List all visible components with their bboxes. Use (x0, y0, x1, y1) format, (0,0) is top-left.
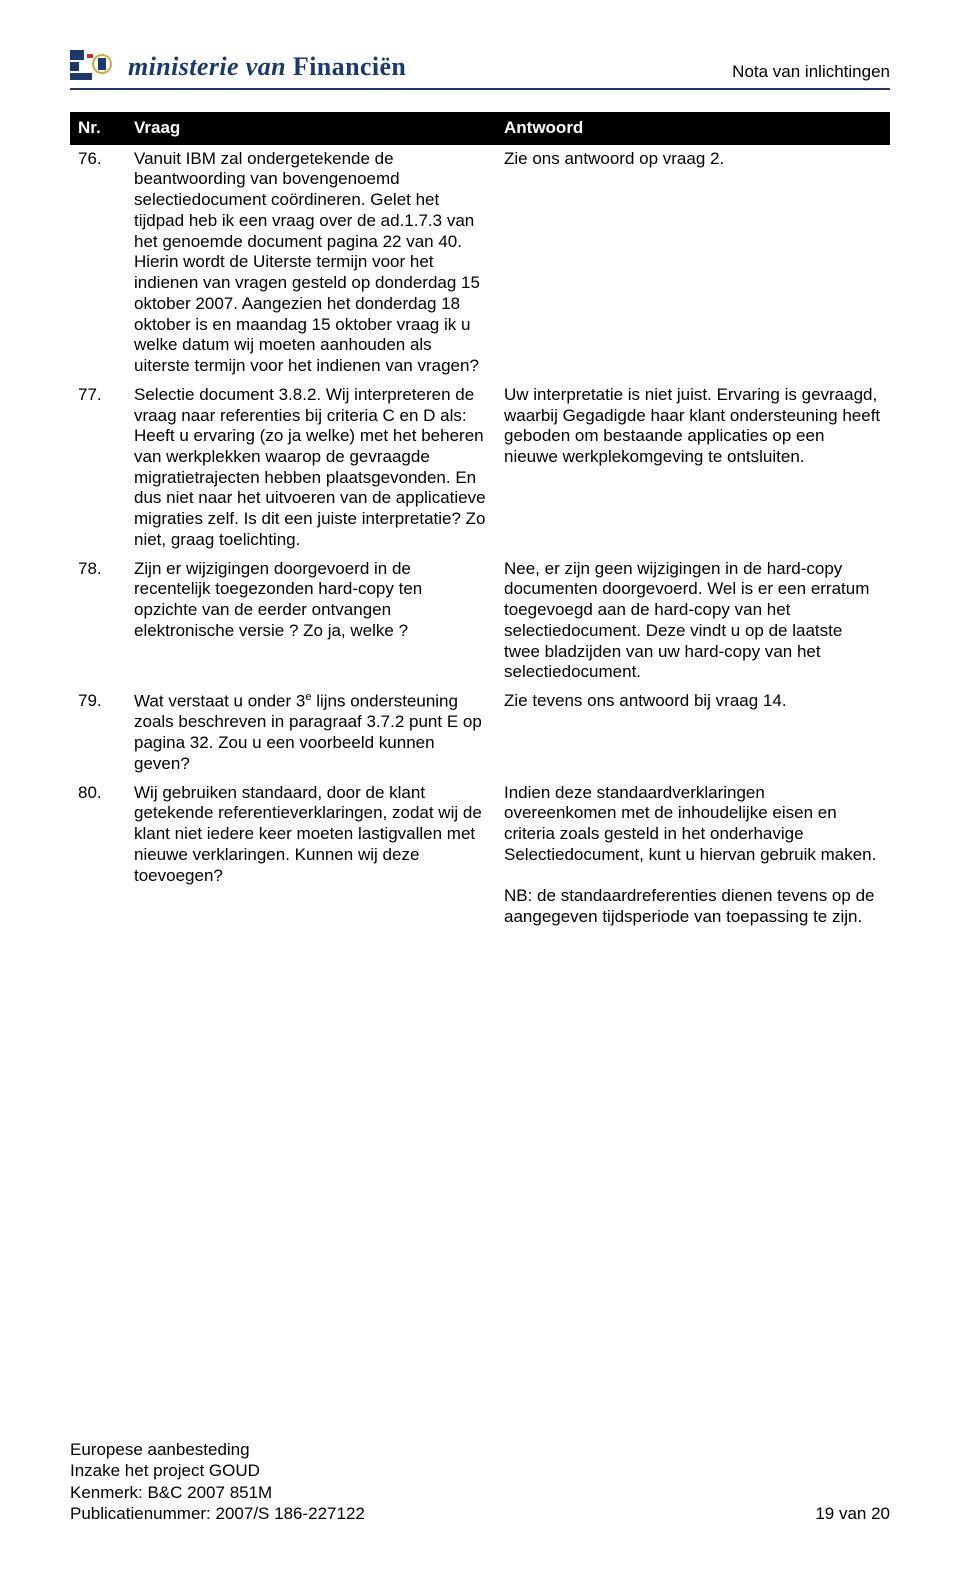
ministry-name: ministerie van Financiën (128, 52, 406, 82)
cell-antwoord: Nee, er zijn geen wijzigingen in de hard… (496, 555, 890, 687)
footer-left: Europese aanbesteding Inzake het project… (70, 1439, 365, 1524)
col-antwoord: Antwoord (496, 112, 890, 145)
cell-vraag: Wij gebruiken standaard, door de klant g… (126, 779, 496, 932)
cell-nr: 80. (70, 779, 126, 932)
cell-nr: 76. (70, 145, 126, 381)
cell-antwoord: Zie tevens ons antwoord bij vraag 14. (496, 687, 890, 779)
cell-vraag: Zijn er wijzigingen doorgevoerd in de re… (126, 555, 496, 687)
doc-title: Nota van inlichtingen (732, 62, 890, 86)
cell-nr: 77. (70, 381, 126, 555)
antwoord-p1: Indien deze standaardverklaringen overee… (504, 783, 876, 864)
cell-antwoord: Uw interpretatie is niet juist. Ervaring… (496, 381, 890, 555)
footer-page: 19 van 20 (815, 1503, 890, 1524)
col-nr: Nr. (70, 112, 126, 145)
vraag-pre: Wat verstaat u onder 3 (134, 692, 305, 711)
qa-table: Nr. Vraag Antwoord 76. Vanuit IBM zal on… (70, 112, 890, 932)
logo-block: ministerie van Financiën (70, 48, 406, 86)
cell-antwoord: Zie ons antwoord op vraag 2. (496, 145, 890, 381)
cell-vraag: Wat verstaat u onder 3e lijns ondersteun… (126, 687, 496, 779)
antwoord-p2: NB: de standaardreferenties dienen teven… (504, 886, 874, 926)
ministry-logo-icon (70, 48, 118, 86)
cell-vraag: Vanuit IBM zal ondergetekende de beantwo… (126, 145, 496, 381)
cell-nr: 78. (70, 555, 126, 687)
table-row: 76. Vanuit IBM zal ondergetekende de bea… (70, 145, 890, 381)
footer-line4: Publicatienummer: 2007/S 186-227122 (70, 1503, 365, 1524)
table-row: 78. Zijn er wijzigingen doorgevoerd in d… (70, 555, 890, 687)
ministry-bold: Financiën (293, 52, 406, 81)
col-vraag: Vraag (126, 112, 496, 145)
table-row: 80. Wij gebruiken standaard, door de kla… (70, 779, 890, 932)
footer-line2: Inzake het project GOUD (70, 1460, 365, 1481)
cell-antwoord: Indien deze standaardverklaringen overee… (496, 779, 890, 932)
cell-nr: 79. (70, 687, 126, 779)
footer-line1: Europese aanbesteding (70, 1439, 365, 1460)
footer: Europese aanbesteding Inzake het project… (70, 1439, 890, 1524)
ministry-prefix: ministerie van (128, 52, 293, 81)
footer-line3: Kenmerk: B&C 2007 851M (70, 1482, 365, 1503)
table-row: 77. Selectie document 3.8.2. Wij interpr… (70, 381, 890, 555)
table-header-row: Nr. Vraag Antwoord (70, 112, 890, 145)
header: ministerie van Financiën Nota van inlich… (70, 48, 890, 90)
table-row: 79. Wat verstaat u onder 3e lijns onders… (70, 687, 890, 779)
cell-vraag: Selectie document 3.8.2. Wij interpreter… (126, 381, 496, 555)
